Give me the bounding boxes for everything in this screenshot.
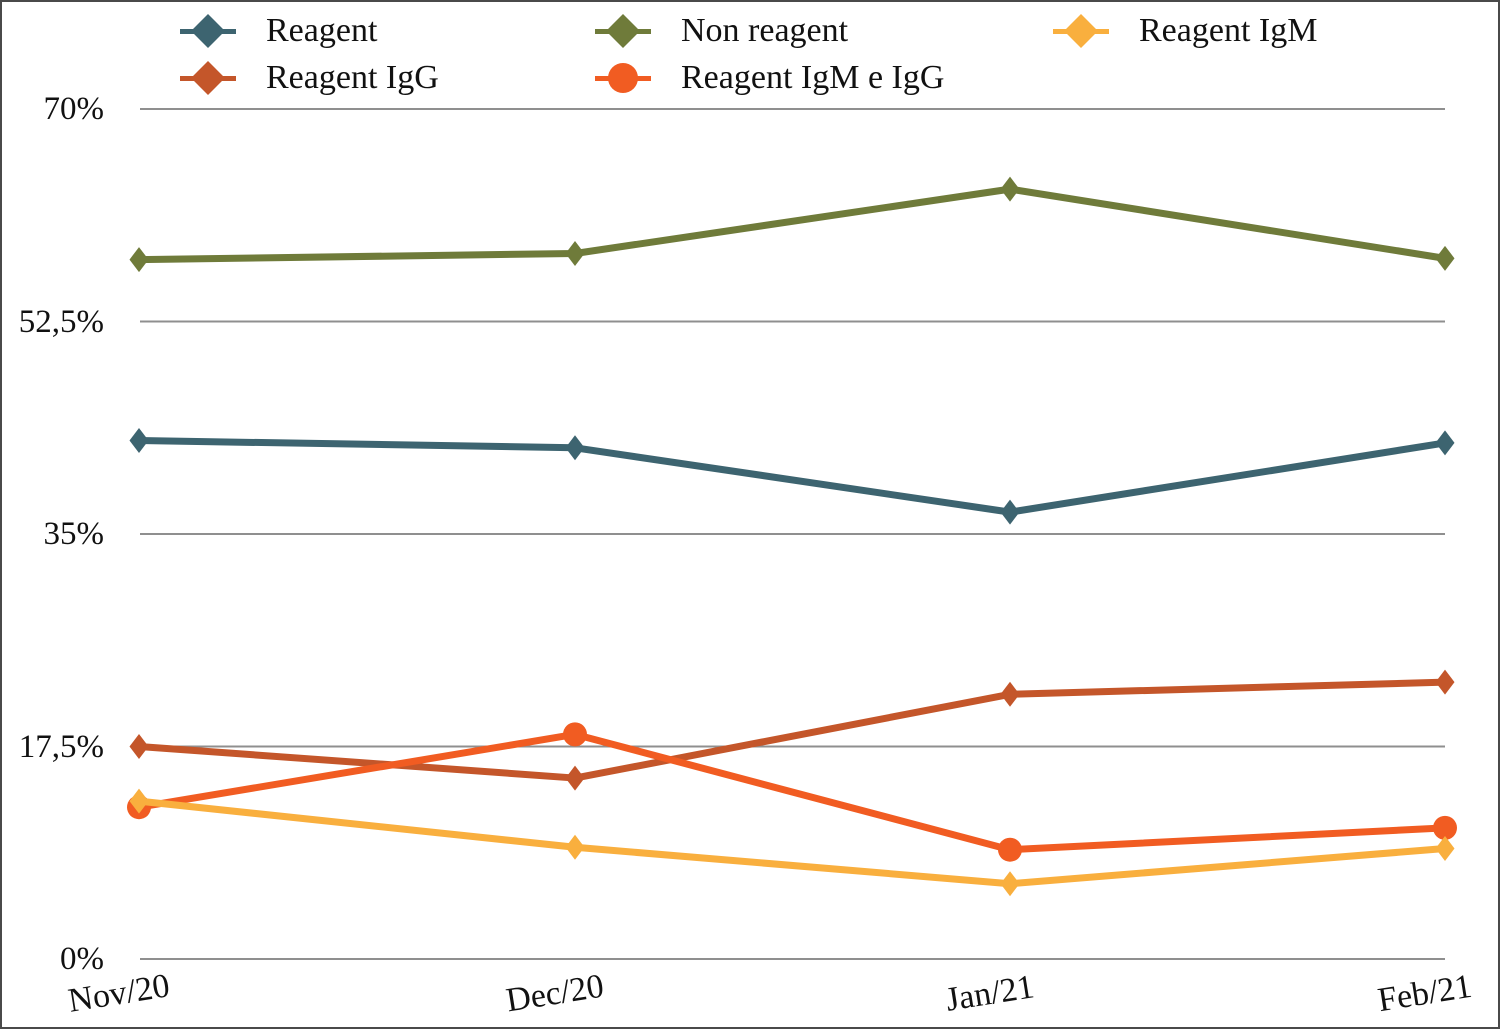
data-point-non-reagent [1000, 176, 1020, 202]
legend-marker-circle-icon [595, 57, 651, 99]
y-axis-tick-label: 52,5% [18, 303, 104, 340]
legend-marker-diamond-icon [1053, 10, 1109, 52]
data-point-reagent [565, 435, 585, 461]
legend-marker-diamond-icon [595, 10, 651, 52]
series-line-reagent [135, 437, 1449, 516]
data-point-reagent-igm [565, 834, 585, 860]
legend-marker-diamond-icon [180, 10, 236, 52]
diamond-marker-icon [191, 61, 225, 95]
data-point-reagent-igm [1000, 871, 1020, 897]
data-point-reagent-igg [1435, 669, 1455, 695]
data-point-reagent [129, 428, 149, 453]
data-point-reagent-igm-e-igg [563, 722, 587, 747]
data-point-reagent-igm-e-igg [998, 837, 1022, 862]
data-point-reagent-igg [565, 765, 585, 791]
legend-item-non-reagent: Non reagent [595, 10, 848, 52]
y-axis-tick-label: 35% [43, 516, 105, 552]
data-point-non-reagent [1435, 245, 1455, 271]
data-point-reagent-igm-e-igg [1433, 815, 1457, 840]
diamond-marker-icon [1064, 14, 1098, 48]
data-point-reagent-igm [1435, 836, 1455, 861]
y-axis-tick-label: 70% [43, 91, 105, 127]
data-point-reagent-igg [129, 734, 149, 759]
data-point-non-reagent [129, 247, 149, 273]
data-point-reagent [1435, 430, 1455, 456]
legend-label: Reagent IgM e IgG [681, 59, 945, 96]
series-line-reagent-igm-e-igg [135, 730, 1449, 854]
legend-item-reagent-igm-e-igg: Reagent IgM e IgG [595, 57, 944, 99]
legend-label: Reagent IgM [1139, 12, 1318, 49]
diamond-marker-icon [606, 14, 640, 48]
legend-label: Non reagent [681, 12, 849, 49]
y-axis-tick-label: 0% [60, 941, 104, 977]
data-point-non-reagent [565, 241, 585, 266]
y-axis-tick-label: 17,5% [18, 728, 104, 765]
series-line-reagent-igm [135, 797, 1449, 888]
diamond-marker-icon [191, 14, 225, 48]
data-point-reagent-igg [1000, 681, 1020, 707]
data-point-reagent-igm [129, 788, 149, 814]
circle-marker-icon [608, 63, 638, 93]
legend-item-reagent-igg: Reagent IgG [180, 57, 439, 99]
legend-marker-diamond-icon [180, 57, 236, 99]
legend-item-reagent-igm: Reagent IgM [1053, 10, 1317, 52]
legend-label: Reagent [266, 12, 378, 49]
legend-label: Reagent IgG [266, 59, 439, 96]
series-line-non-reagent [135, 185, 1449, 264]
data-point-reagent [1000, 499, 1020, 525]
series-line-reagent-igg [135, 678, 1449, 782]
legend-item-reagent: Reagent [180, 10, 377, 52]
